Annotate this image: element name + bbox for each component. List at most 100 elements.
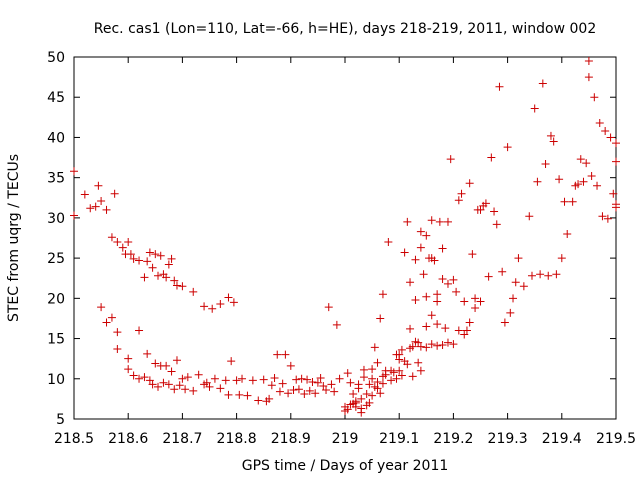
data-point bbox=[129, 254, 138, 263]
data-point bbox=[216, 384, 225, 393]
y-tick-label: 25 bbox=[47, 251, 65, 267]
data-point bbox=[216, 299, 225, 308]
data-point bbox=[275, 387, 284, 396]
data-point bbox=[156, 251, 165, 260]
x-tick-label: 218.9 bbox=[271, 431, 311, 447]
data-point bbox=[490, 207, 499, 216]
data-point bbox=[316, 373, 325, 382]
data-point bbox=[552, 270, 561, 279]
data-point bbox=[582, 159, 591, 168]
data-point bbox=[587, 172, 596, 181]
data-point bbox=[140, 273, 149, 282]
data-point bbox=[359, 373, 368, 382]
data-point bbox=[346, 378, 355, 387]
data-point bbox=[568, 197, 577, 206]
data-point bbox=[446, 155, 455, 164]
data-point bbox=[151, 359, 160, 368]
data-point bbox=[305, 386, 314, 395]
data-point bbox=[118, 243, 127, 252]
data-point bbox=[435, 217, 444, 226]
data-point bbox=[278, 379, 287, 388]
y-tick-label: 35 bbox=[47, 171, 65, 187]
data-point bbox=[541, 159, 550, 168]
data-point bbox=[544, 271, 553, 280]
data-point bbox=[411, 295, 420, 304]
data-point bbox=[162, 273, 171, 282]
data-point bbox=[593, 181, 602, 190]
data-point bbox=[606, 133, 615, 142]
data-point bbox=[411, 255, 420, 264]
data-point bbox=[94, 181, 103, 190]
data-point bbox=[612, 139, 620, 148]
data-point bbox=[373, 377, 382, 386]
data-point bbox=[91, 202, 100, 211]
data-point bbox=[189, 287, 198, 296]
data-point bbox=[170, 276, 179, 285]
data-point bbox=[392, 374, 401, 383]
data-point bbox=[406, 344, 415, 353]
data-point bbox=[110, 189, 119, 198]
data-points bbox=[70, 57, 620, 417]
data-point bbox=[422, 322, 431, 331]
x-tick-label: 218.5 bbox=[54, 431, 94, 447]
data-point bbox=[181, 385, 190, 394]
data-point bbox=[346, 400, 355, 409]
x-axis-label: GPS time / Days of year 2011 bbox=[242, 458, 449, 474]
data-point bbox=[335, 374, 344, 383]
data-point bbox=[441, 324, 450, 333]
data-point bbox=[481, 199, 490, 208]
data-point bbox=[349, 390, 358, 399]
data-point bbox=[362, 390, 371, 399]
data-point bbox=[438, 340, 447, 349]
data-point bbox=[102, 318, 111, 327]
data-point bbox=[549, 137, 558, 146]
data-point bbox=[601, 127, 610, 136]
data-point bbox=[265, 394, 274, 403]
x-tick-label: 219.3 bbox=[488, 431, 528, 447]
data-point bbox=[530, 104, 539, 113]
data-point bbox=[411, 337, 420, 346]
data-point bbox=[235, 390, 244, 399]
data-point bbox=[511, 278, 520, 287]
data-point bbox=[555, 175, 564, 184]
data-point bbox=[419, 270, 428, 279]
data-point bbox=[259, 375, 268, 384]
data-point bbox=[533, 177, 542, 186]
data-point bbox=[324, 303, 333, 312]
data-point bbox=[454, 196, 463, 205]
data-point bbox=[406, 324, 415, 333]
data-point bbox=[546, 131, 555, 140]
data-point bbox=[254, 396, 263, 405]
y-tick-label: 50 bbox=[47, 50, 65, 66]
data-point bbox=[273, 350, 282, 359]
y-axis-label: STEC from uqrg / TECUs bbox=[6, 154, 22, 322]
data-point bbox=[397, 371, 406, 380]
data-point bbox=[167, 254, 176, 263]
data-point bbox=[457, 189, 466, 198]
data-point bbox=[381, 366, 390, 375]
data-point bbox=[487, 153, 496, 162]
data-point bbox=[248, 376, 257, 385]
data-point bbox=[267, 381, 276, 390]
data-point bbox=[378, 379, 387, 388]
data-point bbox=[414, 358, 423, 367]
data-point bbox=[80, 190, 89, 199]
data-point bbox=[143, 257, 152, 266]
data-point bbox=[164, 260, 173, 269]
data-point bbox=[210, 374, 219, 383]
data-point bbox=[609, 189, 618, 198]
data-point bbox=[612, 157, 620, 166]
data-point bbox=[159, 378, 168, 387]
data-point bbox=[208, 304, 217, 313]
data-point bbox=[194, 370, 203, 379]
data-point bbox=[297, 374, 306, 383]
data-point bbox=[70, 211, 78, 220]
data-point bbox=[468, 250, 477, 259]
data-point bbox=[172, 356, 181, 365]
data-point bbox=[124, 365, 133, 374]
data-point bbox=[135, 256, 144, 265]
data-point bbox=[286, 361, 295, 370]
data-point bbox=[406, 278, 415, 287]
data-point bbox=[124, 354, 133, 363]
